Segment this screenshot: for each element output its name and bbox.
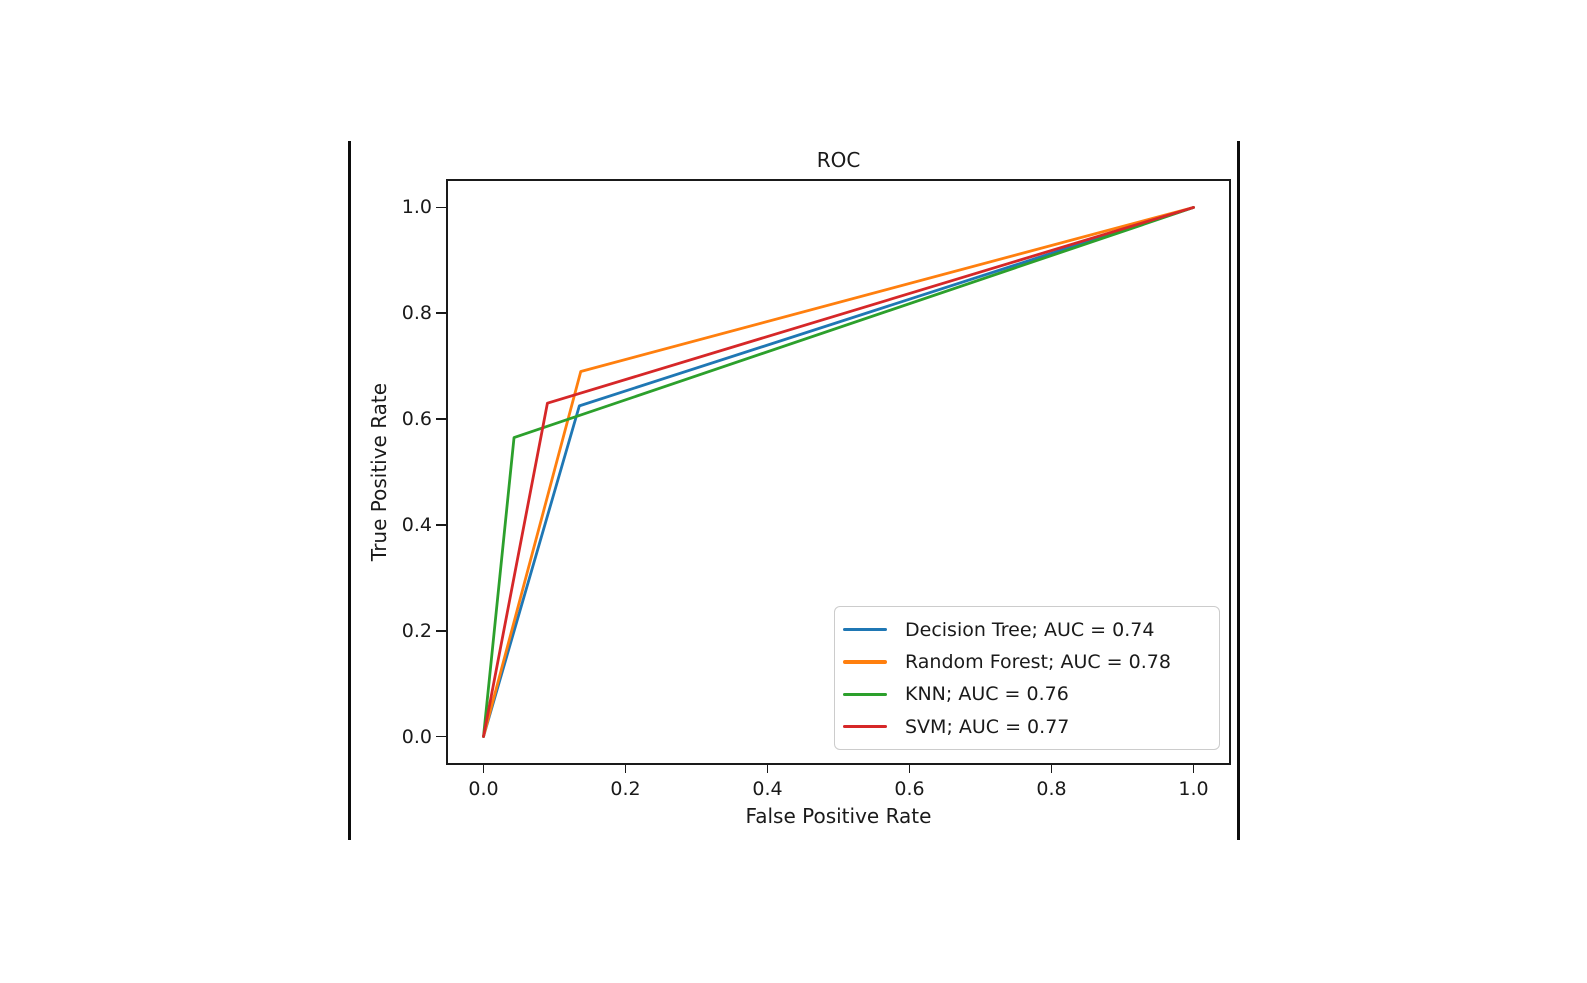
y-tick-label: 0.8	[401, 302, 432, 325]
y-tick-label: 0.2	[401, 619, 432, 642]
y-axis-label: True Positive Rate	[367, 382, 391, 562]
y-tick-mark	[436, 312, 446, 315]
x-tick-mark	[1192, 763, 1195, 773]
legend-item-knn: KNN; AUC = 0.76	[835, 678, 1219, 710]
roc-curve-random-forest	[482, 206, 1195, 738]
legend-line-swatch	[843, 660, 887, 664]
y-tick-label: 1.0	[401, 196, 432, 219]
x-tick-mark	[1050, 763, 1053, 773]
x-tick-label: 0.6	[894, 778, 925, 800]
legend-line-swatch	[843, 628, 887, 632]
chart-title: ROC	[816, 148, 861, 172]
x-tick-label: 0.4	[752, 778, 783, 800]
y-tick-mark	[436, 735, 446, 738]
x-tick-label: 0.8	[1036, 778, 1067, 800]
legend-line-swatch	[843, 725, 887, 729]
legend-label: SVM; AUC = 0.77	[905, 715, 1070, 738]
legend-line-swatch	[843, 692, 887, 696]
x-axis-label: False Positive Rate	[745, 804, 932, 828]
x-tick-label: 1.0	[1178, 778, 1209, 800]
x-tick-mark	[908, 763, 911, 773]
x-tick-label: 0.2	[610, 778, 641, 800]
roc-curve-knn	[482, 206, 1195, 738]
x-tick-mark	[766, 763, 769, 773]
y-tick-label: 0.0	[401, 725, 432, 748]
legend-label: Random Forest; AUC = 0.78	[905, 651, 1171, 674]
legend-item-random-forest: Random Forest; AUC = 0.78	[835, 646, 1219, 678]
x-tick-mark	[624, 763, 627, 773]
y-tick-mark	[436, 418, 446, 420]
y-tick-label: 0.6	[401, 408, 432, 431]
x-tick-mark	[482, 763, 485, 773]
legend-label: KNN; AUC = 0.76	[905, 683, 1069, 706]
y-tick-mark	[436, 629, 446, 632]
legend-item-svm: SVM; AUC = 0.77	[835, 711, 1219, 743]
y-axis-label-box: True Positive Rate	[359, 181, 399, 763]
y-tick-mark	[436, 524, 446, 526]
roc-curve-svm	[482, 206, 1195, 738]
x-tick-label: 0.0	[468, 778, 499, 800]
roc-curve-decision-tree	[482, 206, 1195, 738]
legend-label: Decision Tree; AUC = 0.74	[905, 618, 1155, 641]
legend: Decision Tree; AUC = 0.74 Random Forest; …	[834, 606, 1220, 750]
legend-item-decision-tree: Decision Tree; AUC = 0.74	[835, 613, 1219, 645]
right-border-line	[1237, 141, 1240, 840]
roc-plot-area: ROC 0.0 0.2 0.4 0.6 0.8 1.0 0.0 0.2 0.4 0.6 0.8 1.…	[367, 148, 1231, 828]
left-border-line	[348, 141, 351, 840]
y-tick-mark	[436, 206, 446, 209]
y-tick-label: 0.4	[401, 513, 432, 536]
roc-curves-canvas	[482, 206, 1195, 738]
